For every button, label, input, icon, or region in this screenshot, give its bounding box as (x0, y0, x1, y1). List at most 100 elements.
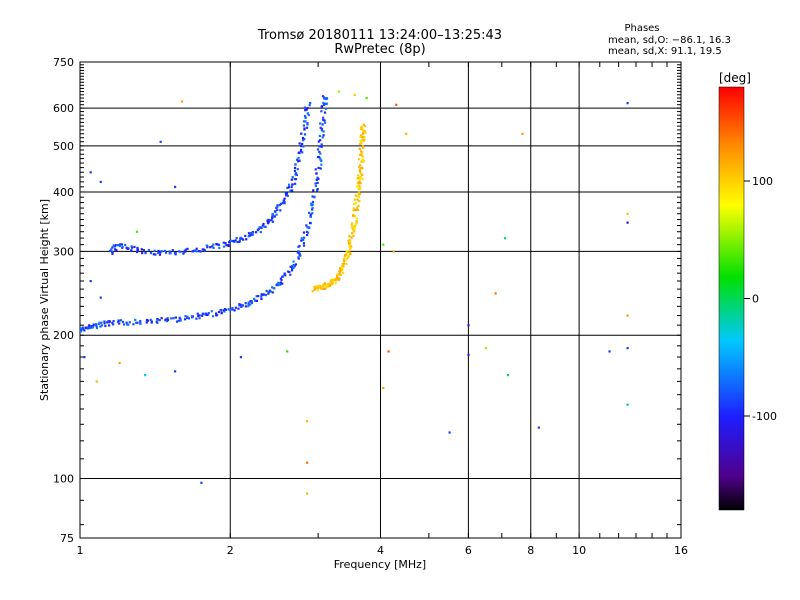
trace-point (117, 319, 120, 322)
trace-point (356, 208, 359, 212)
data-point (353, 93, 356, 96)
trace-point (348, 251, 351, 254)
trace-point (357, 191, 361, 194)
trace-point (212, 246, 215, 249)
x-tick-label: 4 (377, 544, 384, 557)
trace-point (155, 320, 158, 323)
trace-point (357, 165, 361, 168)
trace-point (174, 253, 177, 256)
trace-point (323, 121, 327, 124)
trace-point (313, 195, 316, 198)
trace-point (305, 126, 309, 129)
trace-point (319, 284, 322, 288)
trace-point (358, 147, 361, 151)
trace-point (291, 189, 294, 192)
trace-point (315, 172, 318, 175)
trace-point (224, 308, 228, 311)
trace-point (274, 210, 277, 213)
data-point (144, 374, 147, 377)
trace-point (361, 132, 365, 135)
trace-point (140, 248, 143, 251)
trace-point (231, 306, 234, 310)
trace-point (314, 168, 317, 171)
trace-point (314, 182, 317, 185)
trace-point (240, 305, 243, 308)
trace-point (279, 277, 282, 280)
trace-point (320, 145, 323, 148)
colorbar-label: [deg] (719, 71, 751, 85)
data-point (608, 350, 611, 353)
trace-point (351, 214, 355, 217)
trace-point (258, 226, 261, 229)
trace-point (348, 235, 351, 238)
trace-point (303, 138, 306, 141)
trace-point (303, 114, 307, 118)
trace-point (118, 322, 121, 325)
trace-point (296, 158, 299, 161)
data-point (405, 132, 408, 135)
trace-point (362, 130, 365, 133)
trace-point (207, 312, 210, 315)
trace-point (179, 250, 182, 254)
trace-point (117, 243, 120, 247)
trace-point (350, 222, 354, 225)
trace-point (309, 213, 312, 216)
data-point (306, 492, 309, 495)
trace-point (360, 166, 363, 170)
trace-point (335, 279, 338, 282)
data-point (173, 370, 177, 373)
trace-point (88, 324, 91, 327)
trace-point (132, 323, 135, 326)
trace-point (359, 150, 363, 153)
trace-point (343, 259, 346, 263)
trace-point (359, 172, 363, 175)
trace-point (257, 294, 260, 298)
trace-point (262, 222, 265, 226)
colorbar (718, 86, 745, 511)
trace-point (119, 319, 123, 322)
trace-point (283, 197, 286, 200)
trace-point (317, 284, 320, 287)
trace-point (322, 118, 325, 121)
trace-point (134, 318, 137, 322)
trace-point (218, 246, 221, 250)
trace-point (170, 317, 173, 320)
trace-point (112, 319, 115, 323)
stats-heading: Phases (624, 23, 659, 34)
data-points (80, 90, 629, 495)
trace-point (294, 178, 298, 181)
trace-point (81, 327, 84, 330)
trace-point (311, 212, 314, 215)
trace-point (311, 290, 314, 293)
x-axis-label: Frequency [MHz] (334, 558, 426, 571)
trace-point (268, 289, 271, 292)
trace-point (320, 129, 324, 132)
trace-point (244, 305, 248, 308)
trace-point (235, 237, 238, 240)
x-tick-label: 1 (77, 544, 84, 557)
trace-point (354, 202, 357, 205)
trace-point (254, 299, 257, 302)
trace-point (286, 270, 290, 273)
trace-point (353, 224, 356, 228)
trace-point (113, 245, 116, 248)
trace-point (320, 127, 324, 130)
trace-point (182, 251, 185, 254)
trace-point (318, 134, 321, 138)
trace-point (135, 321, 138, 324)
data-point (387, 350, 390, 353)
trace-point (108, 324, 111, 327)
data-point (626, 403, 629, 406)
data-point (239, 356, 243, 359)
trace-point (306, 112, 309, 115)
trace-point (225, 244, 228, 247)
trace-point (300, 239, 303, 242)
trace-point (350, 245, 353, 248)
trace-point (353, 227, 356, 231)
trace-point (111, 321, 114, 325)
trace-point (271, 212, 274, 216)
trace-point (357, 174, 360, 177)
trace-point (303, 133, 307, 136)
trace-point (361, 138, 364, 142)
trace-point (310, 208, 314, 211)
